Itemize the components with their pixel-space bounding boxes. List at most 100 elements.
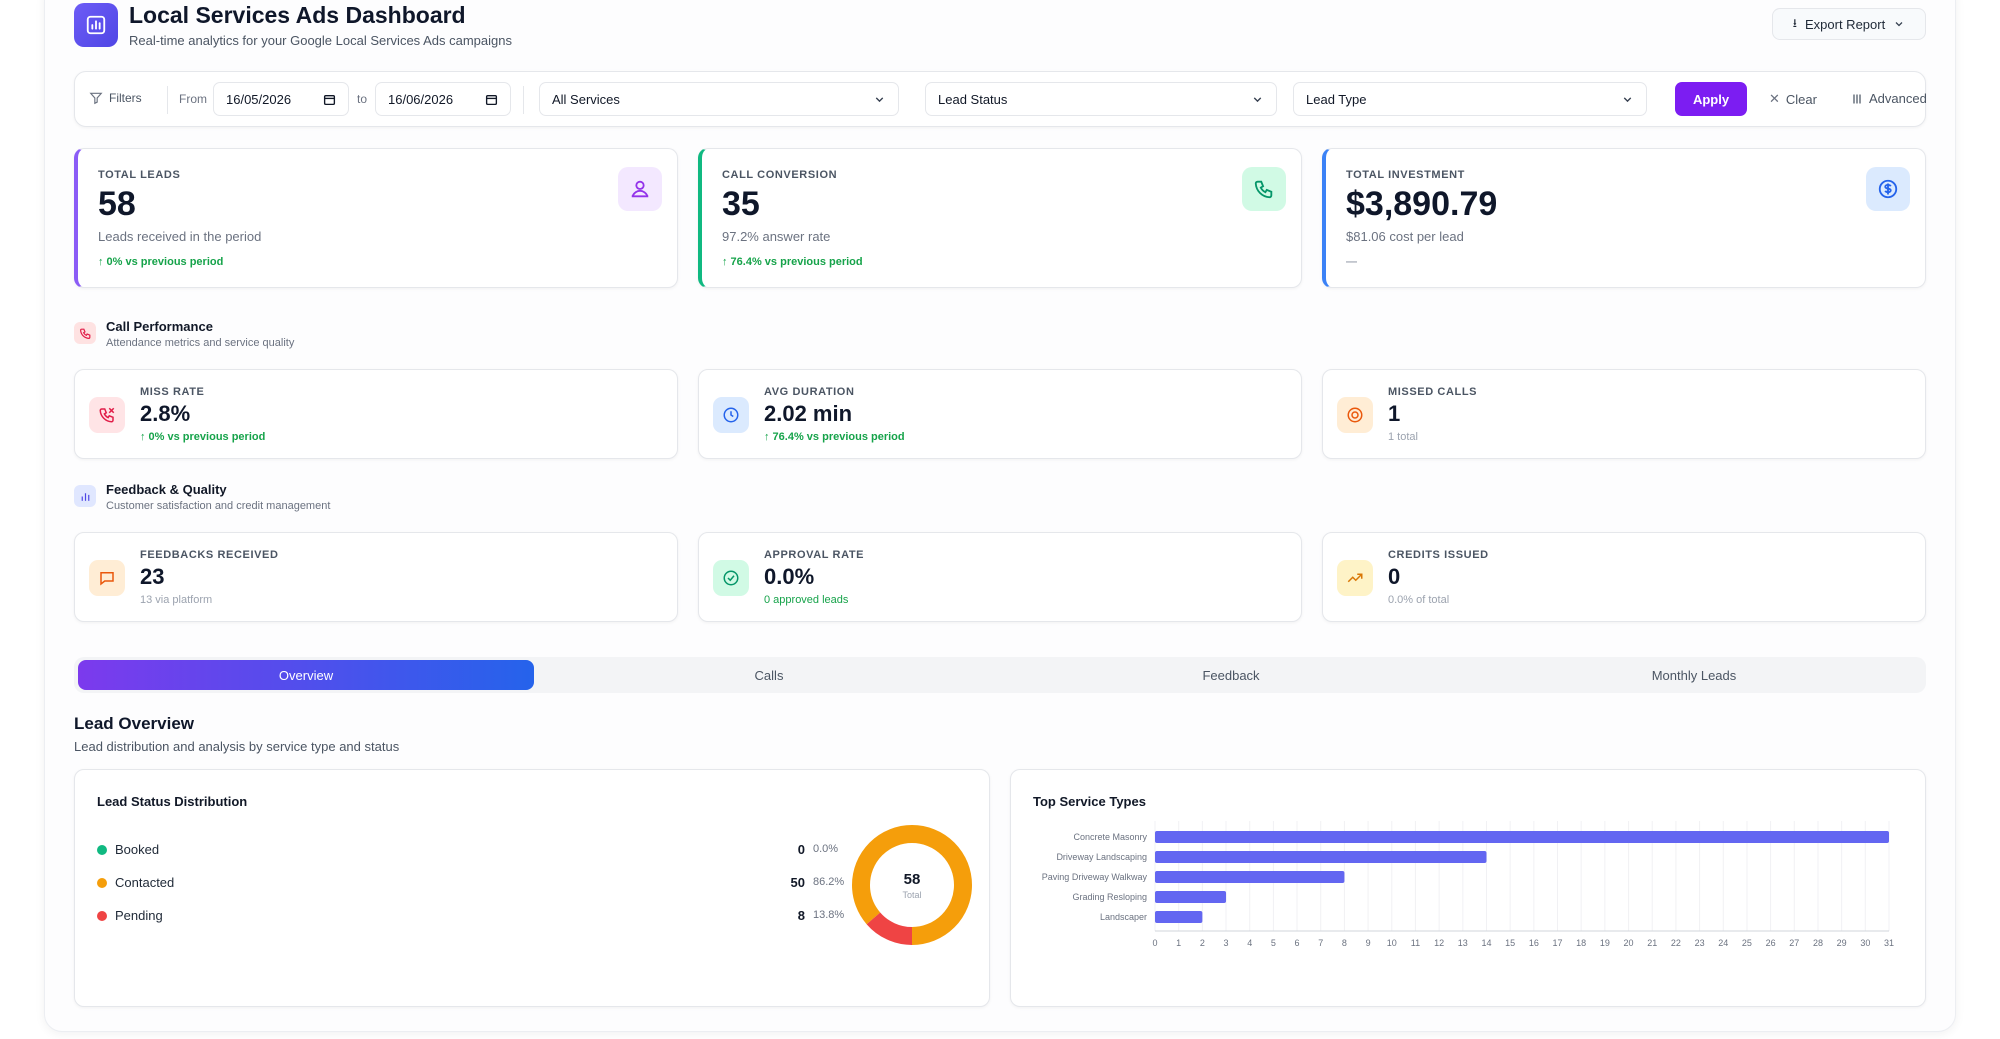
lead-status-card: Lead Status Distribution 58 Total Booked…	[74, 769, 990, 1007]
tab-monthly-leads[interactable]: Monthly Leads	[1651, 667, 1737, 683]
tab-overview[interactable]: Overview	[78, 660, 534, 690]
filters-toggle[interactable]: Filters	[89, 91, 142, 105]
x-tick-label: 24	[1718, 938, 1728, 948]
total-investment-card: Total Investment $3,890.79 $81.06 cost p…	[1322, 148, 1926, 288]
section-subtitle: Attendance metrics and service quality	[106, 337, 295, 349]
metric-label: Approval Rate	[764, 549, 865, 561]
x-tick-label: 21	[1647, 938, 1657, 948]
x-tick-label: 0	[1152, 938, 1157, 948]
metric-value: 0.0%	[764, 564, 815, 589]
advanced-label: Advanced	[1869, 91, 1927, 106]
x-tick-label: 2	[1200, 938, 1205, 948]
chevron-down-icon	[875, 96, 884, 102]
bar	[1155, 871, 1345, 883]
x-tick-label: 27	[1789, 938, 1799, 948]
y-tick-label: Driveway Landscaping	[1056, 852, 1147, 862]
phone-missed-icon	[89, 397, 125, 433]
x-tick-label: 5	[1271, 938, 1276, 948]
filters-label: Filters	[109, 91, 142, 105]
lead-status-select[interactable]: Lead Status	[925, 82, 1277, 116]
missed-calls-card: Missed Calls 1 1 total	[1322, 369, 1926, 459]
donut-slice-pending	[852, 825, 972, 945]
export-report-button[interactable]: ⭳ Export Report	[1772, 8, 1926, 40]
x-tick-label: 18	[1576, 938, 1586, 948]
from-date-input[interactable]: 16/05/2026	[213, 82, 349, 116]
x-tick-label: 22	[1671, 938, 1681, 948]
approval-rate-card: Approval Rate 0.0% 0 approved leads	[698, 532, 1302, 622]
metric-value: 2.02 min	[764, 401, 853, 426]
metric-label: Credits Issued	[1388, 549, 1489, 561]
x-tick-label: 9	[1366, 938, 1371, 948]
download-icon: ⭳	[1792, 15, 1797, 30]
x-tick-label: 17	[1553, 938, 1563, 948]
stat-label: Total Investment	[1346, 169, 1465, 181]
alert-circle-icon	[1337, 397, 1373, 433]
filter-icon	[89, 92, 103, 105]
bar-chart-icon	[74, 485, 96, 507]
apply-button[interactable]: Apply	[1675, 82, 1747, 116]
x-tick-label: 8	[1342, 938, 1347, 948]
legend-dot	[97, 877, 107, 888]
lead-status-select-value: Lead Status	[938, 91, 1008, 107]
from-date-value: 16/05/2026	[226, 91, 292, 107]
tab-calls[interactable]: Calls	[754, 667, 784, 683]
top-service-types-card: Top Service Types 0 1 2 3 4 5 6 7 8 9 10 11 12 13 14 15…	[1010, 769, 1926, 1007]
metric-trend: ↑ 76.4% vs previous period	[764, 431, 905, 443]
metric-sub: 0.0% of total	[1388, 594, 1450, 606]
metric-label: Missed Calls	[1388, 386, 1478, 398]
y-tick-label: Concrete Masonry	[1073, 832, 1147, 842]
lead-overview-title: Lead Overview	[74, 714, 195, 733]
x-tick-label: 31	[1884, 938, 1894, 948]
legend-item: Contacted	[97, 875, 174, 890]
metric-value: 0	[1388, 564, 1401, 589]
credits-issued-card: Credits Issued 0 0.0% of total	[1322, 532, 1926, 622]
legend-value: 50	[790, 875, 805, 890]
legend-percent: 13.8%	[813, 909, 845, 921]
to-date-input[interactable]: 16/06/2026	[375, 82, 511, 116]
x-tick-label: 6	[1295, 938, 1300, 948]
sliders-icon	[1853, 94, 1861, 103]
metric-label: Avg Duration	[764, 386, 855, 398]
x-tick-label: 7	[1318, 938, 1323, 948]
tab-feedback[interactable]: Feedback	[1202, 667, 1260, 683]
divider	[523, 86, 524, 114]
services-select-value: All Services	[552, 91, 620, 107]
legend-dot	[97, 844, 107, 855]
clock-icon	[713, 397, 749, 433]
section-title: Feedback & Quality	[106, 482, 227, 497]
services-select[interactable]: All Services	[539, 82, 899, 116]
lead-type-select[interactable]: Lead Type	[1293, 82, 1647, 116]
stat-label: Call Conversion	[722, 169, 838, 181]
bar	[1155, 911, 1203, 923]
legend-item: Booked	[97, 842, 159, 857]
stat-value: $3,890.79	[1346, 185, 1498, 223]
feedbacks-received-card: Feedbacks Received 23 13 via platform	[74, 532, 678, 622]
users-icon	[618, 167, 662, 211]
export-report-label: Export Report	[1805, 16, 1886, 32]
x-tick-label: 10	[1387, 938, 1397, 948]
donut-total-label: Total	[902, 890, 921, 900]
x-tick-label: 3	[1224, 938, 1229, 948]
stat-sub: 97.2% answer rate	[722, 229, 831, 244]
legend-value: 0	[797, 842, 805, 857]
close-icon: ✕	[1769, 91, 1780, 106]
advanced-button[interactable]: Advanced	[1851, 91, 1927, 106]
stat-value: 35	[722, 185, 760, 223]
divider	[167, 86, 168, 114]
y-tick-label: Paving Driveway Walkway	[1042, 872, 1148, 882]
calendar-icon	[485, 94, 498, 105]
chevron-down-icon	[1895, 22, 1903, 27]
chevron-down-icon	[1253, 96, 1262, 102]
tab-bar: Overview Calls Feedback Monthly Leads	[74, 657, 1926, 693]
section-subtitle: Customer satisfaction and credit managem…	[106, 500, 331, 512]
y-tick-label: Landscaper	[1100, 912, 1147, 922]
lead-status-donut-chart: 58 Total	[852, 825, 972, 945]
filter-bar: Filters From 16/05/2026 to 16/06/2026 Al…	[74, 71, 1927, 127]
clear-button[interactable]: ✕ Clear	[1769, 91, 1817, 107]
card-title: Lead Status Distribution	[97, 794, 248, 809]
stat-trend: ↑ 76.4% vs previous period	[722, 256, 863, 268]
metric-value: 1	[1388, 401, 1401, 426]
lead-type-select-value: Lead Type	[1306, 91, 1367, 107]
x-tick-label: 11	[1411, 938, 1420, 948]
legend-percent: 0.0%	[813, 843, 839, 855]
